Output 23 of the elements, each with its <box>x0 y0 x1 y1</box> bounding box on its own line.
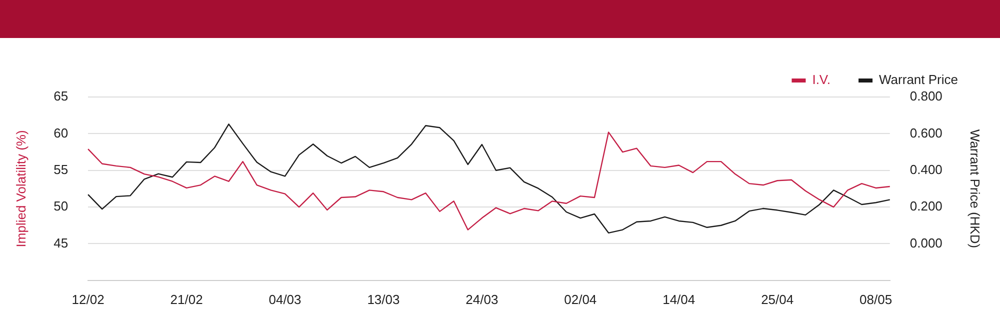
y2-tick-label: 0.600 <box>910 125 942 140</box>
y2-tick-label: 0.400 <box>910 162 942 177</box>
x-tick-label: 13/03 <box>367 292 400 307</box>
y-axis-title: Implied Volatility (%) <box>13 130 28 248</box>
y-tick-label: 45 <box>54 235 68 250</box>
x-tick-label: 24/03 <box>466 292 498 307</box>
x-tick-label: 14/04 <box>662 292 696 307</box>
y2-tick-label: 0.200 <box>910 198 942 214</box>
y-tick-label: 65 <box>54 88 68 104</box>
y2-axis-title: Warrant Price (HKD) <box>968 129 983 248</box>
y2-tick-label: 0.800 <box>910 88 942 104</box>
x-tick-label: 25/04 <box>761 292 794 307</box>
x-tick-label: 12/02 <box>72 292 104 307</box>
x-tick-label: 21/02 <box>170 292 203 307</box>
legend-label: Warrant Price <box>879 72 958 88</box>
x-tick-label: 08/05 <box>860 292 892 307</box>
y2-tick-label: 0.000 <box>910 235 942 250</box>
y-tick-label: 50 <box>54 198 68 214</box>
x-tick-label: 02/04 <box>564 292 597 307</box>
y-tick-label: 55 <box>54 162 68 177</box>
x-tick-label: 04/03 <box>268 292 302 307</box>
y-tick-label: 60 <box>54 125 68 140</box>
legend-label: I.V. <box>812 72 831 88</box>
